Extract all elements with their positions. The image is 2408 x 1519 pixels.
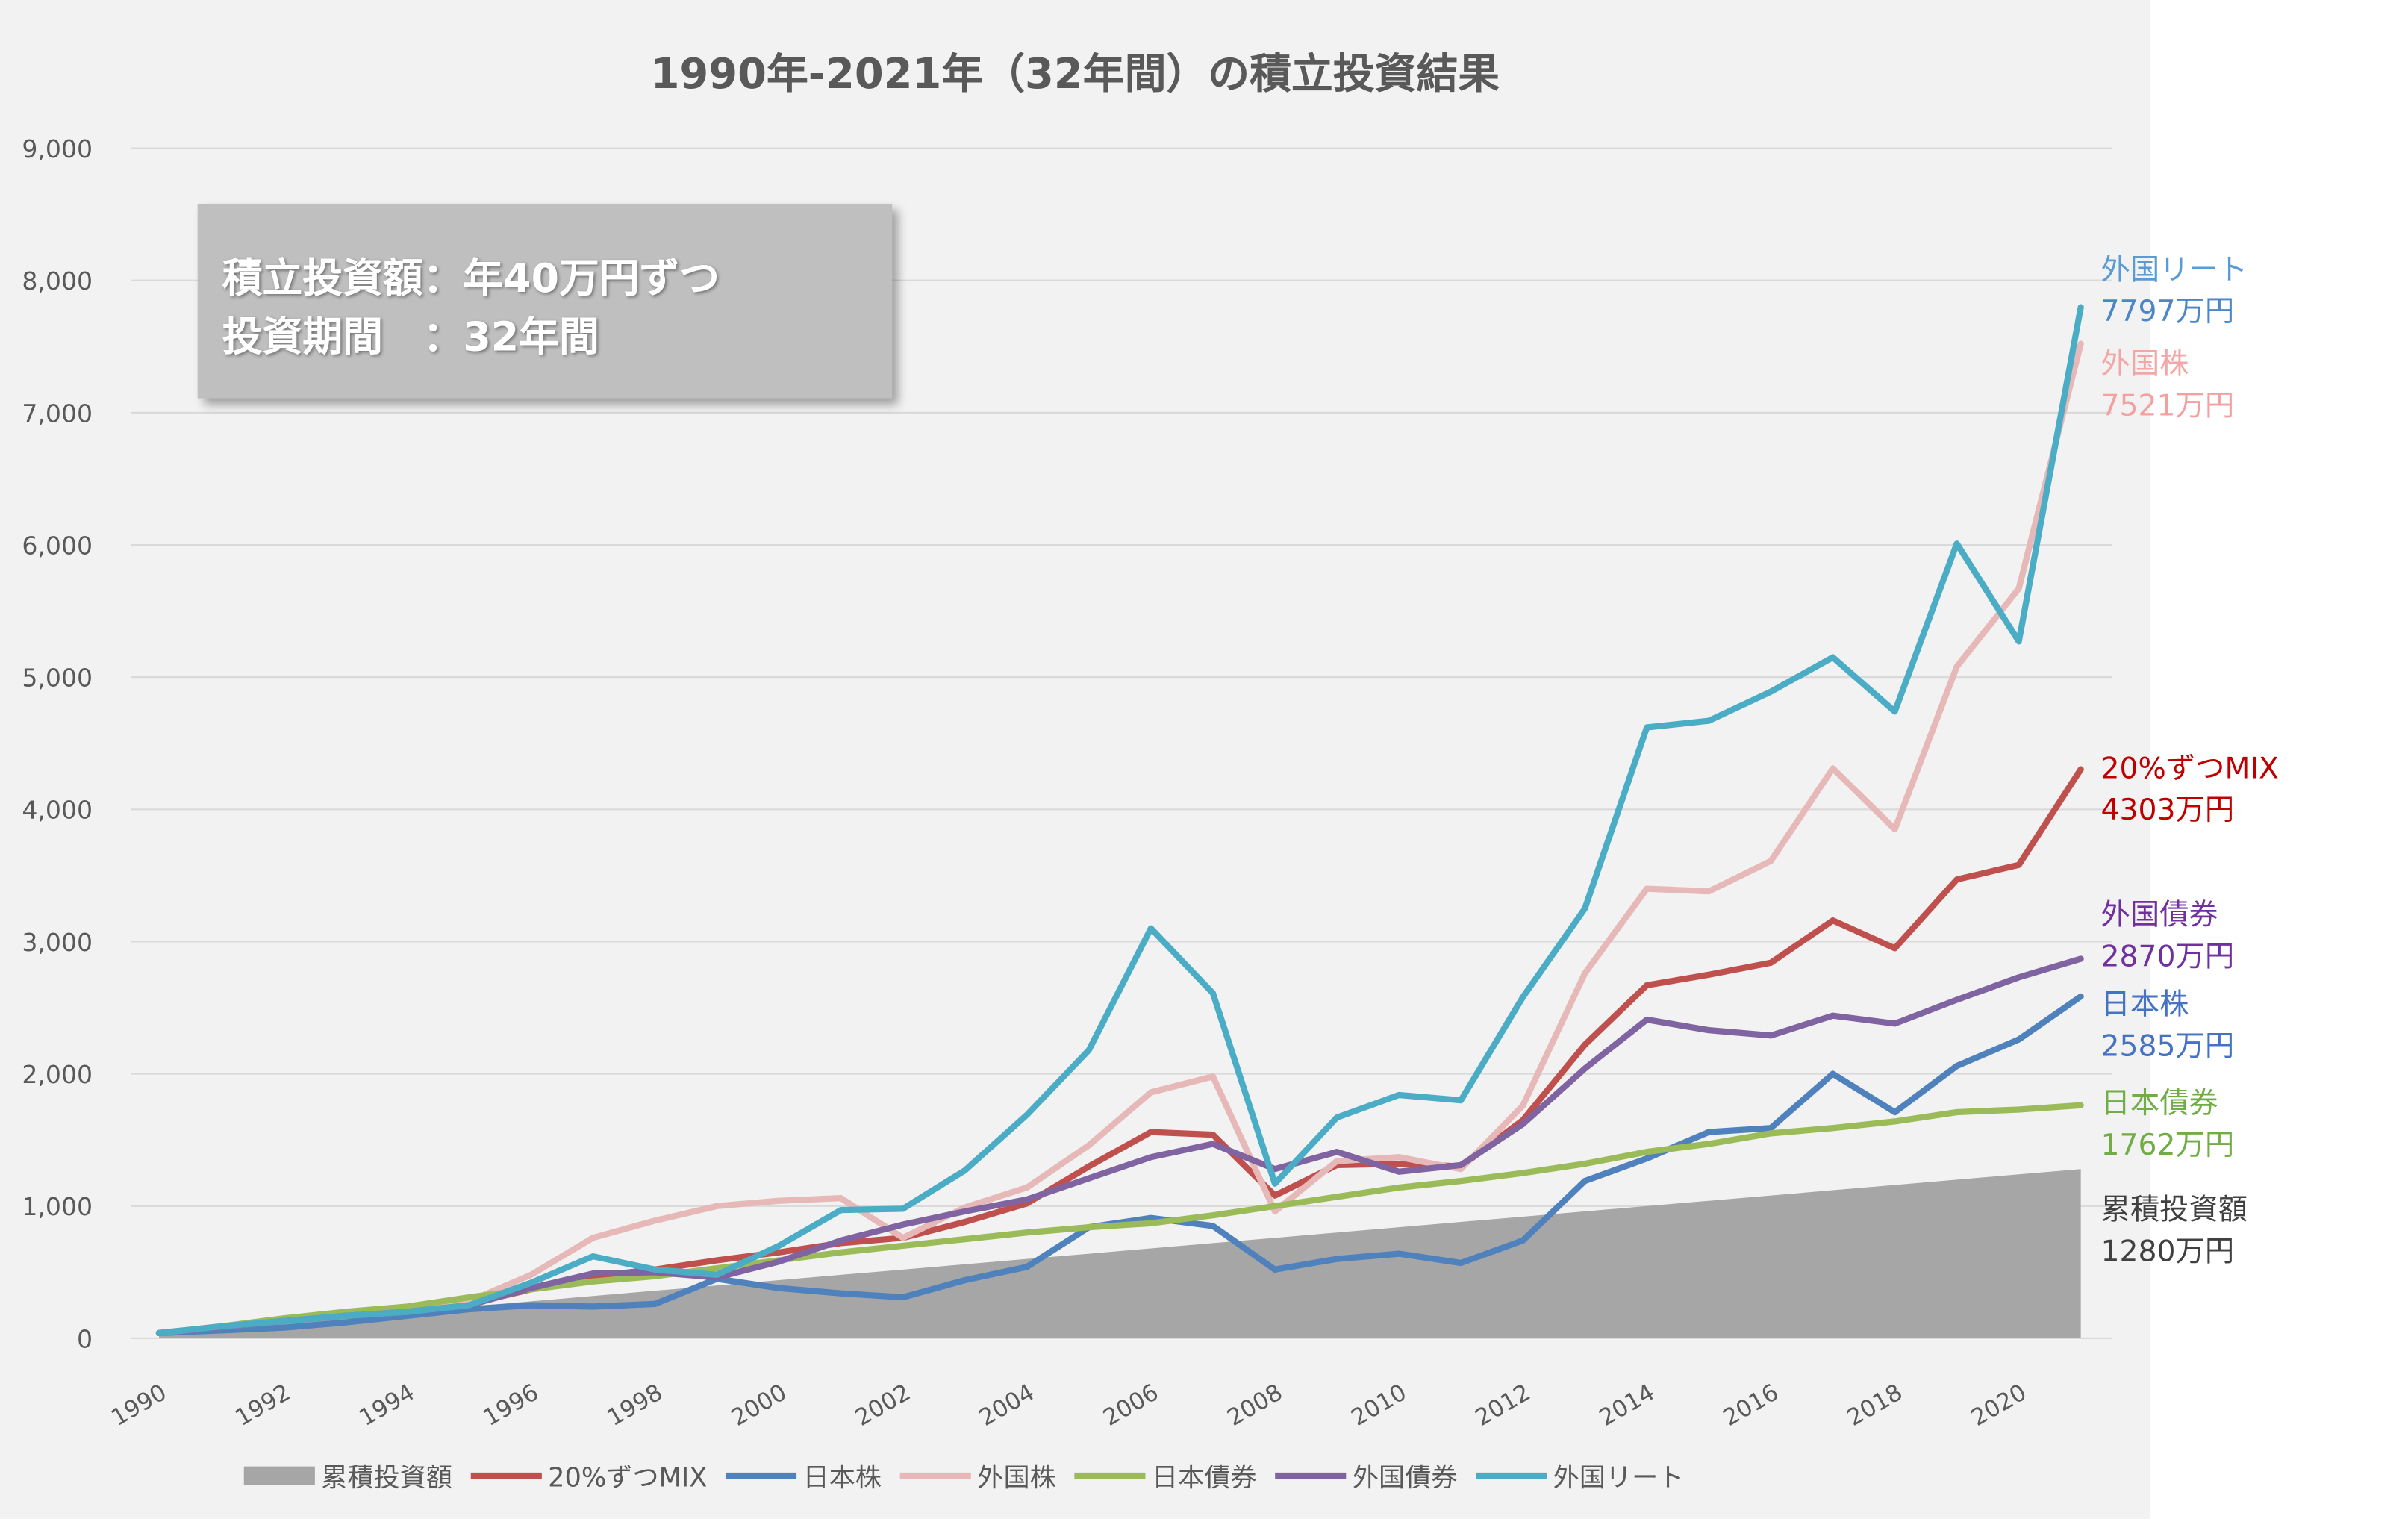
legend-label: 日本債券	[1151, 1463, 1257, 1494]
annotation-line-1: 積立投資額：年40万円ずつ	[222, 256, 720, 303]
legend-item: 日本債券	[1074, 1456, 1257, 1494]
annotation-box: 積立投資額：年40万円ずつ 投資期間 ：32年間	[197, 203, 893, 399]
y-tick-label: 5,000	[22, 664, 93, 693]
y-tick-label: 4,000	[22, 796, 93, 825]
legend-label: 外国株	[977, 1463, 1056, 1494]
end-label-value: 2870万円	[2100, 940, 2235, 974]
y-tick-label: 1,000	[22, 1192, 93, 1221]
legend-swatch	[899, 1471, 972, 1479]
end-label-name: 外国債券	[2100, 898, 2218, 933]
x-tick-label: 2010	[1347, 1379, 1411, 1432]
end-label-name: 20%ずつMIX	[2100, 752, 2279, 786]
x-tick-label: 1998	[602, 1379, 667, 1432]
legend: 累積投資額 20%ずつMIX 日本株 外国株 日本債券 外国債券 外国リート	[243, 1456, 1703, 1494]
legend-item: 日本株	[726, 1456, 882, 1494]
series-line-外国株	[155, 340, 2084, 1337]
y-tick-label: 3,000	[22, 928, 93, 957]
x-tick-label: 1996	[478, 1379, 543, 1432]
chart-title: 1990年-2021年（32年間）の積立投資結果	[650, 51, 1500, 99]
y-tick-label: 7,000	[22, 399, 93, 428]
series-line-外国リート	[155, 304, 2084, 1337]
legend-item: 外国リート	[1476, 1456, 1684, 1494]
legend-item: 累積投資額	[243, 1456, 452, 1494]
x-tick-label: 2000	[727, 1379, 791, 1432]
x-tick-label: 2016	[1718, 1379, 1782, 1432]
end-label-value: 7797万円	[2100, 294, 2235, 329]
legend-item: 外国債券	[1275, 1456, 1457, 1494]
end-label-name: 日本株	[2100, 988, 2189, 1023]
legend-swatch	[1476, 1471, 1547, 1479]
end-label-name: 累積投資額	[2100, 1193, 2248, 1228]
x-tick-label: 2018	[1843, 1379, 1907, 1432]
legend-swatch	[726, 1471, 797, 1479]
legend-item: 外国株	[899, 1456, 1056, 1494]
x-tick-label: 2020	[1967, 1379, 2031, 1432]
legend-swatch	[1275, 1471, 1347, 1479]
end-label-value: 1762万円	[2100, 1128, 2235, 1163]
end-label-value: 2585万円	[2100, 1029, 2235, 1064]
legend-label: 日本株	[802, 1463, 882, 1494]
x-tick-label: 2002	[851, 1379, 915, 1432]
annotation-line-2: 投資期間 ：32年間	[222, 314, 599, 361]
y-tick-label: 8,000	[22, 266, 93, 296]
y-tick-label: 9,000	[22, 134, 93, 163]
legend-label: 外国リート	[1553, 1463, 1685, 1494]
series-area-累積投資額	[159, 1169, 2081, 1338]
series-line-日本債券	[155, 1102, 2084, 1337]
y-tick-label: 2,000	[22, 1060, 93, 1089]
y-tick-label: 0	[77, 1324, 93, 1353]
legend-label: 累積投資額	[321, 1463, 452, 1494]
legend-label: 20%ずつMIX	[548, 1463, 708, 1494]
x-tick-label: 2006	[1099, 1379, 1163, 1432]
legend-label: 外国債券	[1352, 1463, 1458, 1494]
legend-item: 20%ずつMIX	[470, 1456, 708, 1494]
legend-swatch	[470, 1471, 542, 1479]
x-tick-label: 2004	[975, 1379, 1039, 1432]
x-tick-label: 2008	[1223, 1379, 1287, 1432]
x-tick-label: 2012	[1470, 1379, 1535, 1432]
legend-swatch	[1074, 1471, 1146, 1479]
x-tick-label: 1992	[231, 1379, 295, 1432]
end-label-value: 7521万円	[2100, 389, 2235, 423]
x-tick-label: 2014	[1594, 1379, 1659, 1432]
x-tick-label: 1990	[107, 1379, 171, 1432]
end-label-name: 外国リート	[2100, 253, 2248, 287]
legend-swatch	[243, 1465, 315, 1485]
end-label-value: 4303万円	[2100, 793, 2235, 828]
y-tick-label: 6,000	[22, 531, 93, 560]
x-tick-label: 1994	[355, 1379, 419, 1432]
end-label-value: 1280万円	[2100, 1235, 2235, 1269]
end-label-name: 外国株	[2100, 347, 2189, 381]
end-label-name: 日本債券	[2100, 1086, 2218, 1121]
